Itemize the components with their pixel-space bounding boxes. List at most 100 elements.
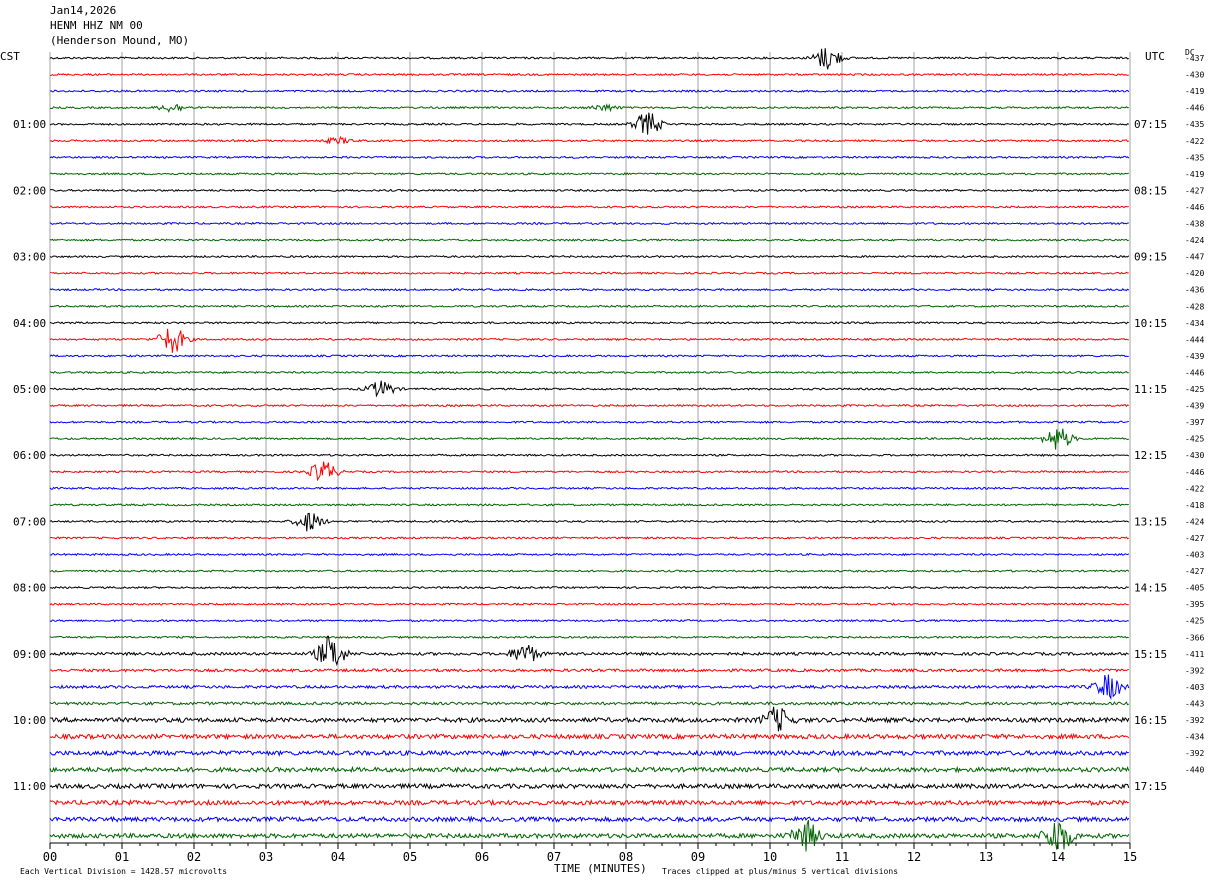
dc-offset-label: -420 bbox=[1185, 269, 1204, 278]
dc-offset-label: -392 bbox=[1185, 749, 1204, 758]
seismic-trace bbox=[49, 635, 1129, 667]
dc-offset-label: -446 bbox=[1185, 468, 1204, 477]
dc-offset-label: -434 bbox=[1185, 733, 1204, 742]
x-tick-label: 06 bbox=[475, 850, 489, 864]
left-hour-label: 10:00 bbox=[13, 714, 46, 727]
dc-offset-label: -422 bbox=[1185, 484, 1204, 493]
seismic-trace bbox=[49, 287, 1130, 292]
x-tick-label: 07 bbox=[547, 850, 561, 864]
x-axis-title: TIME (MINUTES) bbox=[554, 862, 647, 875]
seismic-trace bbox=[49, 135, 1129, 145]
dc-offset-label: -437 bbox=[1185, 54, 1204, 63]
seismic-trace bbox=[50, 72, 1129, 77]
seismic-trace bbox=[49, 701, 1130, 706]
dc-offset-label: -424 bbox=[1185, 236, 1204, 245]
dc-offset-label: -419 bbox=[1185, 170, 1204, 179]
dc-offset-label: -405 bbox=[1185, 584, 1204, 593]
right-hour-label: 07:15 bbox=[1134, 118, 1167, 131]
seismic-trace bbox=[49, 635, 1129, 639]
seismic-trace bbox=[49, 321, 1129, 325]
seismic-trace bbox=[49, 354, 1129, 358]
right-hour-label: 16:15 bbox=[1134, 714, 1167, 727]
left-hour-label: 04:00 bbox=[13, 317, 46, 330]
x-tick-label: 09 bbox=[691, 850, 705, 864]
right-hour-label: 12:15 bbox=[1134, 449, 1167, 462]
x-tick-label: 04 bbox=[331, 850, 345, 864]
seismic-trace bbox=[49, 453, 1130, 457]
x-tick-label: 10 bbox=[763, 850, 777, 864]
dc-offset-label: -438 bbox=[1185, 220, 1204, 229]
seismic-trace bbox=[49, 112, 1130, 135]
seismic-trace bbox=[49, 782, 1130, 790]
dc-offset-label: -434 bbox=[1185, 319, 1204, 328]
dc-offset-label: -418 bbox=[1185, 501, 1204, 510]
seismic-trace bbox=[49, 428, 1129, 450]
seismic-trace bbox=[49, 238, 1130, 242]
right-timezone-label: UTC bbox=[1145, 50, 1165, 63]
x-tick-label: 01 bbox=[115, 850, 129, 864]
left-hour-label: 02:00 bbox=[13, 184, 46, 197]
dc-offset-label: -424 bbox=[1185, 517, 1204, 526]
seismic-trace bbox=[49, 304, 1130, 308]
seismic-trace bbox=[49, 155, 1130, 159]
seismic-trace bbox=[49, 89, 1130, 93]
footer-right-note: Traces clipped at plus/minus 5 vertical … bbox=[662, 867, 899, 876]
date-label: Jan14,2026 bbox=[50, 4, 117, 17]
seismic-trace bbox=[49, 328, 1129, 353]
dc-label: DC bbox=[1185, 48, 1195, 57]
dc-offset-label: -422 bbox=[1185, 137, 1204, 146]
dc-offset-label: -427 bbox=[1185, 186, 1204, 195]
dc-offset-label: -430 bbox=[1185, 71, 1204, 80]
left-hour-label: 01:00 bbox=[13, 118, 46, 131]
seismic-trace bbox=[49, 585, 1129, 590]
dc-offset-label: -446 bbox=[1185, 368, 1204, 377]
seismic-trace bbox=[49, 221, 1129, 226]
seismic-trace bbox=[49, 569, 1130, 573]
x-tick-label: 11 bbox=[835, 850, 849, 864]
seismic-trace bbox=[49, 503, 1129, 507]
left-hour-label: 09:00 bbox=[13, 648, 46, 661]
right-hour-label: 09:15 bbox=[1134, 251, 1167, 264]
location-label: (Henderson Mound, MO) bbox=[50, 34, 190, 47]
right-hour-label: 15:15 bbox=[1134, 648, 1167, 661]
seismic-trace bbox=[49, 798, 1129, 807]
right-hour-label: 14:15 bbox=[1134, 582, 1167, 595]
dc-offset-label: -436 bbox=[1185, 286, 1204, 295]
x-tick-label: 08 bbox=[619, 850, 633, 864]
x-tick-label: 12 bbox=[907, 850, 921, 864]
x-tick-label: 13 bbox=[979, 850, 993, 864]
dc-offset-label: -435 bbox=[1185, 120, 1204, 129]
dc-offset-label: -446 bbox=[1185, 203, 1204, 212]
x-tick-label: 02 bbox=[187, 850, 201, 864]
dc-offset-label: -397 bbox=[1185, 418, 1204, 427]
seismic-trace bbox=[49, 706, 1130, 732]
seismic-trace bbox=[49, 667, 1129, 673]
left-hour-label: 08:00 bbox=[13, 582, 46, 595]
seismic-trace bbox=[49, 380, 1130, 398]
dc-offset-label: -425 bbox=[1185, 435, 1204, 444]
x-tick-label: 05 bbox=[403, 850, 417, 864]
seismic-trace bbox=[49, 420, 1129, 424]
dc-offset-label: -403 bbox=[1185, 683, 1204, 692]
seismic-trace bbox=[49, 602, 1129, 606]
dc-offset-label: -425 bbox=[1185, 385, 1204, 394]
right-hour-label: 17:15 bbox=[1134, 780, 1167, 793]
seismic-trace bbox=[49, 205, 1129, 209]
seismic-trace bbox=[49, 370, 1129, 375]
dc-offset-label: -427 bbox=[1185, 567, 1204, 576]
seismic-trace bbox=[49, 172, 1129, 176]
seismic-trace bbox=[49, 815, 1130, 824]
dc-offset-label: -435 bbox=[1185, 153, 1204, 162]
seismic-trace bbox=[49, 820, 1130, 852]
seismic-trace bbox=[49, 461, 1129, 482]
dc-offset-label: -392 bbox=[1185, 666, 1204, 675]
seismic-trace bbox=[49, 188, 1130, 193]
seismic-trace bbox=[50, 536, 1130, 540]
seismic-trace bbox=[49, 552, 1130, 557]
left-hour-label: 05:00 bbox=[13, 383, 46, 396]
left-hour-label: 03:00 bbox=[13, 251, 46, 264]
seismic-trace bbox=[49, 254, 1130, 259]
dc-offset-label: -430 bbox=[1185, 451, 1204, 460]
dc-offset-label: -392 bbox=[1185, 716, 1204, 725]
